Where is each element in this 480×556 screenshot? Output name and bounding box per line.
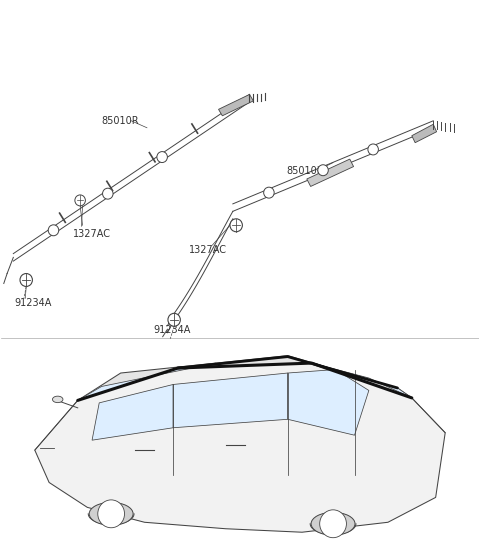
Circle shape (103, 188, 113, 199)
Polygon shape (35, 363, 445, 532)
Text: 1327AC: 1327AC (189, 245, 227, 255)
Circle shape (20, 274, 33, 286)
Polygon shape (412, 125, 437, 143)
Polygon shape (288, 370, 369, 435)
Polygon shape (78, 363, 216, 400)
Text: 91234A: 91234A (15, 299, 52, 309)
Circle shape (75, 195, 85, 206)
Circle shape (368, 144, 378, 155)
Text: 85010R: 85010R (102, 116, 139, 126)
Polygon shape (218, 95, 253, 116)
Polygon shape (78, 356, 412, 400)
Ellipse shape (311, 512, 355, 535)
Ellipse shape (89, 503, 133, 525)
Polygon shape (312, 363, 412, 398)
Text: 85010L: 85010L (287, 166, 323, 176)
Circle shape (230, 219, 242, 232)
Ellipse shape (52, 396, 63, 403)
Circle shape (320, 510, 347, 538)
Circle shape (157, 152, 168, 162)
Text: 1327AC: 1327AC (73, 229, 111, 239)
Polygon shape (173, 373, 288, 428)
Circle shape (318, 165, 328, 176)
Circle shape (98, 500, 124, 528)
Circle shape (48, 225, 59, 236)
Circle shape (168, 314, 180, 326)
Polygon shape (92, 384, 173, 440)
Polygon shape (307, 159, 354, 186)
Circle shape (264, 187, 274, 198)
Text: 91234A: 91234A (153, 325, 191, 335)
